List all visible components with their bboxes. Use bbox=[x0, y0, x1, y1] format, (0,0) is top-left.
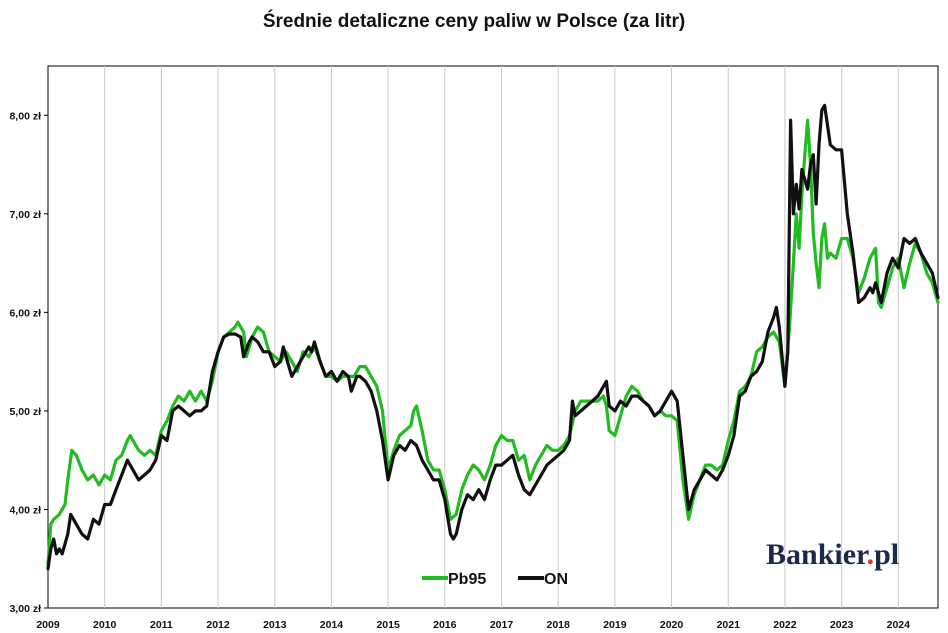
logo-dot: . bbox=[867, 538, 875, 571]
y-tick-label: 5,00 zł bbox=[9, 406, 41, 418]
legend-label-pb95: Pb95 bbox=[448, 571, 486, 588]
x-tick-label: 2024 bbox=[887, 619, 911, 631]
logo-tld: pl bbox=[874, 538, 899, 571]
x-tick-label: 2021 bbox=[717, 619, 741, 631]
logo-main-part: Bankier bbox=[766, 538, 869, 571]
x-tick-label: 2022 bbox=[773, 619, 797, 631]
series-line-pb95 bbox=[46, 118, 940, 566]
x-tick-label: 2015 bbox=[376, 619, 400, 631]
y-axis: 3,00 zł 4,00 zł 5,00 zł 6,00 zł 7,00 zł 8,00 … bbox=[9, 110, 48, 615]
x-tick-label: 2013 bbox=[263, 619, 287, 631]
x-tick-label: 2014 bbox=[320, 619, 344, 631]
legend: Pb95 ON bbox=[422, 571, 568, 588]
x-tick-label: 2020 bbox=[660, 619, 684, 631]
legend-label-on: ON bbox=[544, 571, 568, 588]
bankier-logo: Bankier.pl bbox=[766, 538, 899, 571]
x-tick-label: 2016 bbox=[433, 619, 457, 631]
series-lines bbox=[46, 103, 940, 571]
series-line-on bbox=[46, 103, 940, 571]
chart-title: Średnie detaliczne ceny paliw w Polsce (… bbox=[263, 10, 685, 32]
y-tick-label: 7,00 zł bbox=[9, 209, 41, 221]
x-tick-label: 2019 bbox=[603, 619, 627, 631]
x-tick-label: 2017 bbox=[490, 619, 514, 631]
y-tick-label: 4,00 zł bbox=[9, 504, 41, 516]
x-tick-label: 2018 bbox=[547, 619, 571, 631]
logo-text: Bankier.pl bbox=[766, 538, 899, 571]
x-tick-label: 2023 bbox=[830, 619, 854, 631]
x-tick-label: 2010 bbox=[93, 619, 117, 631]
x-axis: 2009 2010 2011 2012 2013 2014 2015 2016 2017 2018… bbox=[36, 619, 910, 631]
y-tick-label: 8,00 zł bbox=[9, 110, 41, 122]
x-tick-label: 2009 bbox=[36, 619, 60, 631]
x-tick-label: 2012 bbox=[206, 619, 230, 631]
x-tick-label: 2011 bbox=[150, 619, 173, 631]
y-tick-label: 6,00 zł bbox=[9, 307, 41, 319]
y-tick-label: 3,00 zł bbox=[9, 603, 41, 615]
